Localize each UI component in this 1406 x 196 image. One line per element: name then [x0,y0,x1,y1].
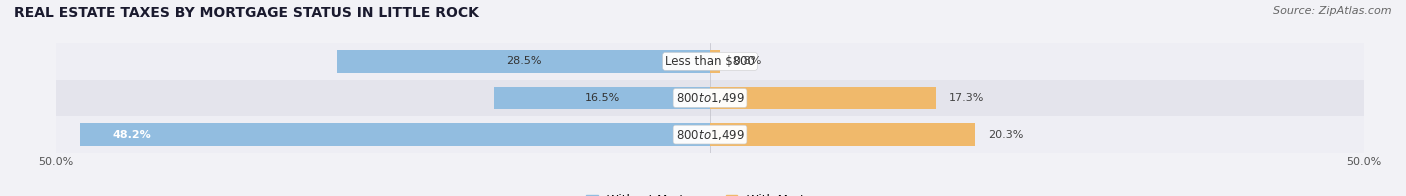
Text: REAL ESTATE TAXES BY MORTGAGE STATUS IN LITTLE ROCK: REAL ESTATE TAXES BY MORTGAGE STATUS IN … [14,6,479,20]
Text: 16.5%: 16.5% [585,93,620,103]
Bar [56,80,1364,116]
Text: 0.8%: 0.8% [734,56,762,66]
Bar [56,116,1364,153]
Bar [710,87,936,109]
Text: 17.3%: 17.3% [949,93,984,103]
Text: 28.5%: 28.5% [506,56,541,66]
Text: Source: ZipAtlas.com: Source: ZipAtlas.com [1274,6,1392,16]
Bar [495,87,710,109]
Bar [710,50,720,73]
Bar [337,50,710,73]
Text: Less than $800: Less than $800 [665,55,755,68]
Legend: Without Mortgage, With Mortgage: Without Mortgage, With Mortgage [586,194,834,196]
Text: $800 to $1,499: $800 to $1,499 [675,128,745,142]
Bar [710,123,976,146]
Text: $800 to $1,499: $800 to $1,499 [675,91,745,105]
Text: 20.3%: 20.3% [988,130,1024,140]
Bar [80,123,710,146]
Text: 48.2%: 48.2% [112,130,152,140]
Bar [56,43,1364,80]
